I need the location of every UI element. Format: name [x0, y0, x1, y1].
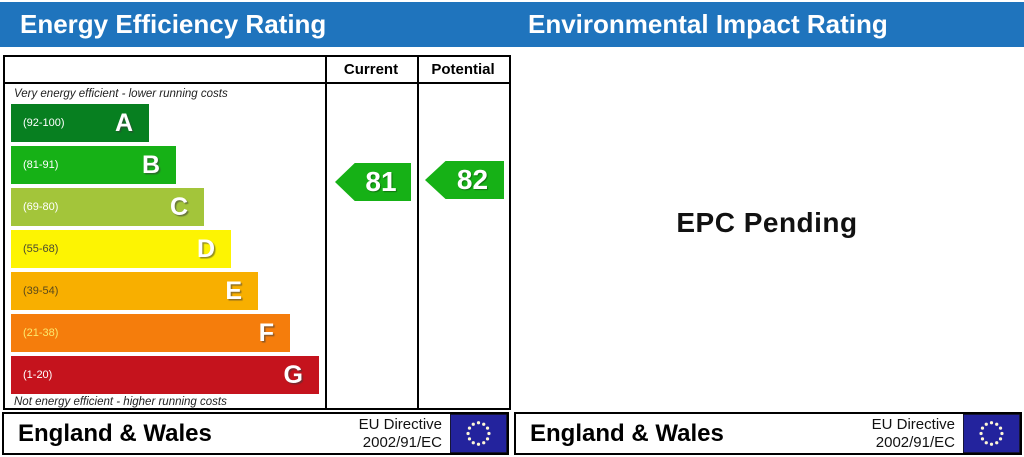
eu-directive-line1: EU Directive	[358, 415, 442, 433]
potential-column-header: Potential	[431, 61, 495, 78]
band-letter: F	[258, 318, 274, 347]
band-range: (55-68)	[23, 243, 59, 255]
eu-directive-line2: 2002/91/EC	[875, 433, 955, 451]
band-A: (92-100) A	[11, 104, 149, 142]
environmental-rating-title: Environmental Impact Rating	[528, 9, 888, 39]
band-C: (69-80) C	[11, 188, 204, 226]
eu-directive-line2: 2002/91/EC	[362, 433, 442, 451]
potential-rating-arrow: 82	[425, 161, 504, 199]
band-range: (1-20)	[23, 369, 53, 381]
region-label: England & Wales	[530, 419, 724, 447]
band-letter: B	[141, 150, 160, 179]
region-label: England & Wales	[18, 419, 212, 447]
column-divider	[325, 57, 327, 408]
band-range: (81-91)	[23, 159, 59, 171]
band-letter: C	[169, 192, 188, 221]
footer-right: England & Wales EU Directive 2002/91/EC	[514, 412, 1022, 455]
environmental-rating-panel: EPC Pending	[512, 55, 1022, 410]
header-bar: Energy Efficiency Rating Environmental I…	[0, 2, 1024, 47]
eu-directive-label: EU Directive 2002/91/EC	[872, 416, 963, 452]
band-range: (92-100)	[23, 117, 65, 129]
eu-flag-icon	[963, 414, 1020, 453]
eu-directive-label: EU Directive 2002/91/EC	[359, 416, 450, 452]
eu-flag-icon	[450, 414, 507, 453]
band-F: (21-38) F	[11, 314, 290, 352]
column-divider	[417, 57, 419, 408]
band-letter: E	[225, 276, 242, 305]
eu-directive-line1: EU Directive	[871, 415, 955, 433]
band-letter: A	[114, 108, 133, 137]
band-letter: D	[196, 234, 215, 263]
band-range: (21-38)	[23, 327, 59, 339]
band-range: (69-80)	[23, 201, 59, 213]
band-D: (55-68) D	[11, 230, 231, 268]
band-B: (81-91) B	[11, 146, 176, 184]
potential-rating-value: 82	[456, 164, 489, 195]
footer-left: England & Wales EU Directive 2002/91/EC	[2, 412, 509, 455]
energy-rating-title: Energy Efficiency Rating	[20, 9, 327, 39]
band-range: (39-54)	[23, 285, 59, 297]
header-row-divider	[5, 82, 509, 84]
epc-pending-text: EPC Pending	[676, 207, 858, 238]
current-rating-value: 81	[365, 166, 397, 197]
band-letter: G	[283, 360, 303, 389]
current-column-header: Current	[343, 61, 399, 78]
energy-rating-chart: Current Potential Very energy efficient …	[3, 55, 511, 410]
band-G: (1-20) G	[11, 356, 319, 394]
bottom-note: Not energy efficient - higher running co…	[14, 396, 227, 408]
current-rating-arrow: 81	[335, 163, 411, 201]
top-note: Very energy efficient - lower running co…	[14, 88, 228, 100]
band-E: (39-54) E	[11, 272, 258, 310]
